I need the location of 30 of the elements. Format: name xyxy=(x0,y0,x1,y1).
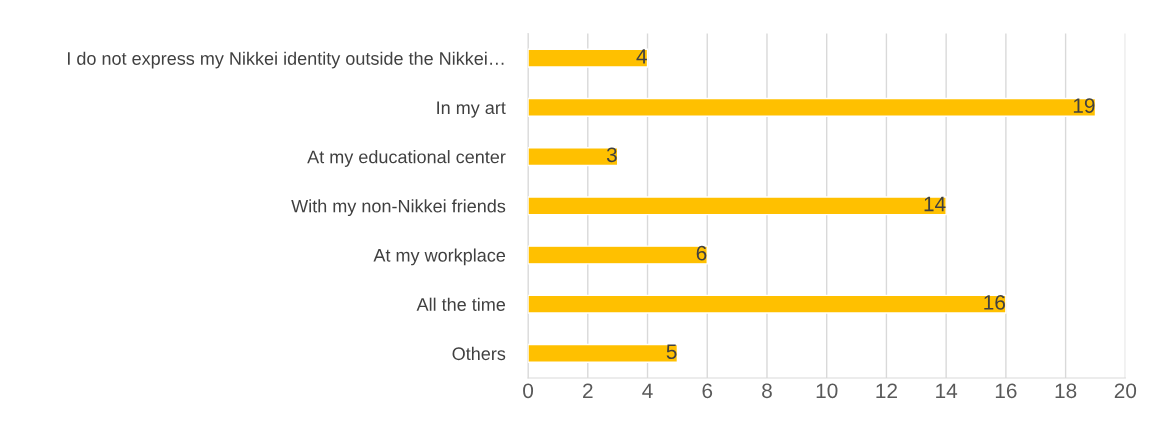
data-label: 3 xyxy=(606,147,617,163)
y-tick-label: With my non-Nikkei friends xyxy=(291,199,506,217)
data-label: 19 xyxy=(1073,98,1095,113)
x-tick-label: 6 xyxy=(702,383,713,399)
bar xyxy=(528,147,619,167)
data-label: 4 xyxy=(636,49,647,64)
x-tick-label: 16 xyxy=(995,383,1017,399)
bar xyxy=(528,97,1097,117)
x-tick-label: 18 xyxy=(1055,383,1077,399)
x-tick-label: 12 xyxy=(876,383,897,398)
y-tick-label: I do not express my Nikkei identity outside the Nikkei… xyxy=(68,51,504,69)
y-tick-label: All the time xyxy=(416,297,506,311)
bar xyxy=(528,48,649,68)
data-label: 16 xyxy=(984,295,1005,310)
x-tick-label: 14 xyxy=(936,383,958,398)
x-tick-label: 0 xyxy=(523,383,534,399)
bar xyxy=(528,294,1007,314)
x-tick-label: 10 xyxy=(816,383,838,399)
bar xyxy=(528,245,708,265)
x-tick-label: 2 xyxy=(583,383,593,398)
y-tick-label: In my art xyxy=(437,101,506,118)
x-tick-label: 20 xyxy=(1114,383,1137,399)
y-tick-label: Others xyxy=(452,346,506,361)
x-tick-label: 4 xyxy=(642,383,653,398)
y-tick-label: At my workplace xyxy=(373,248,506,266)
bar xyxy=(528,196,947,216)
bar xyxy=(528,343,679,363)
y-tick-label: At my educational center xyxy=(307,150,506,167)
data-label: 5 xyxy=(666,344,677,359)
x-tick-label: 8 xyxy=(762,383,772,399)
